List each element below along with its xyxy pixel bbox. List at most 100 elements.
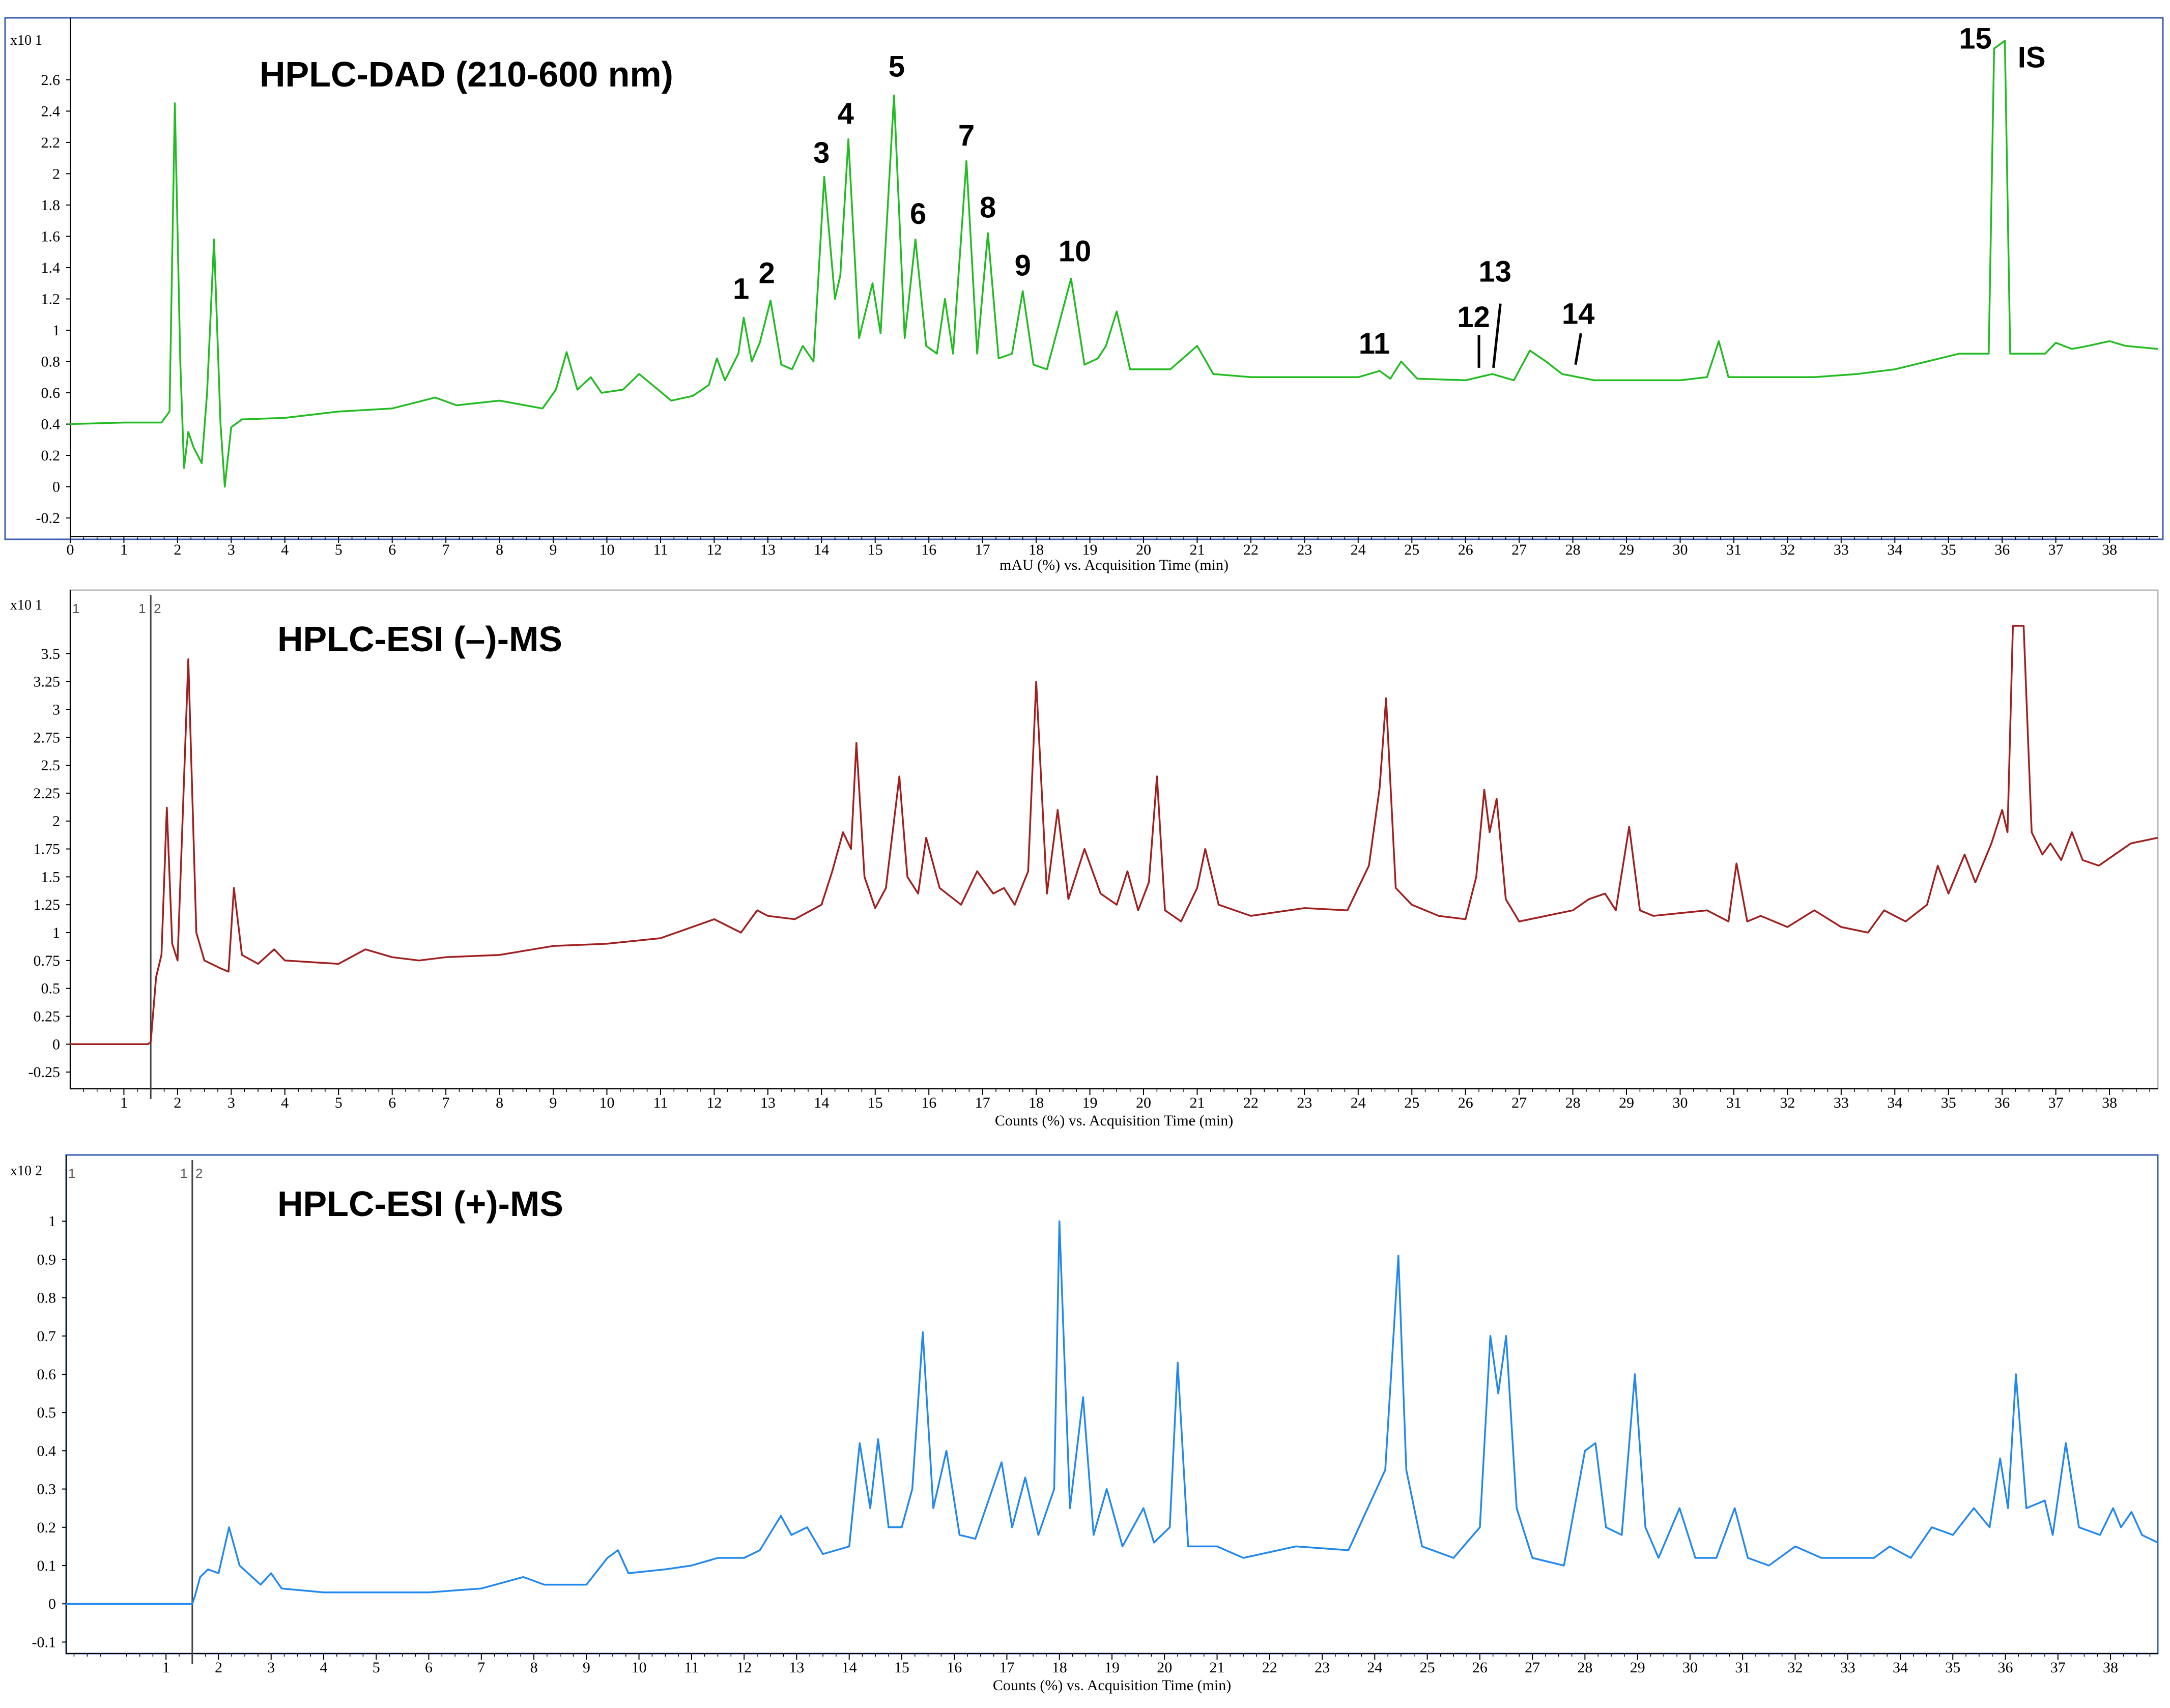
x-tick-label: 26 xyxy=(1458,541,1473,558)
chart-esi-positive: -0.100.10.20.30.40.50.60.70.80.911 2 3 4 5 6 7… xyxy=(10,1154,2159,1694)
x-tick-label: 4 xyxy=(281,1094,289,1111)
y-tick-label: 1.5 xyxy=(41,869,61,885)
chart-hplc-dad: -0.2 0 0.2 0.4 0.6 0.8 1 1.2 1.4 1.6 1.8 2 2.2 2.4 2.6… xyxy=(4,17,2164,573)
y-tick-label: 1 xyxy=(52,924,60,941)
x-tick-label: 32 xyxy=(1787,1659,1803,1676)
x-axis-label: Counts (%) vs. Acquisition Time (min) xyxy=(995,1112,1233,1129)
y-tick-label: 3 xyxy=(52,701,60,718)
x-tick-label: 19 xyxy=(1082,541,1098,558)
y-tick-label: 1.6 xyxy=(41,228,61,245)
y-tick-label: -0.25 xyxy=(28,1064,61,1081)
peak-label: 14 xyxy=(1562,298,1595,331)
y-tick-label: 0 xyxy=(52,479,60,496)
y-tick-label: 0.3 xyxy=(37,1481,56,1498)
x-tick-label: 28 xyxy=(1565,1094,1581,1111)
x-axis-label: Counts (%) vs. Acquisition Time (min) xyxy=(993,1677,1231,1694)
peak-label: IS xyxy=(2018,41,2046,74)
x-tick-label: 29 xyxy=(1619,1094,1634,1111)
x-tick-label: 2 xyxy=(174,541,181,558)
x-tick-label: 20 xyxy=(1157,1659,1172,1676)
x-tick-label: 19 xyxy=(1104,1659,1120,1676)
y-tick-label: 2.2 xyxy=(41,134,61,151)
y-tick-label: 0.4 xyxy=(41,416,61,433)
peak-label: 1 xyxy=(733,272,749,305)
x-tick-label: 23 xyxy=(1297,541,1312,558)
y-tick-label: 0.8 xyxy=(37,1290,56,1307)
x-tick-label: 17 xyxy=(999,1659,1014,1676)
peak-label: 10 xyxy=(1059,235,1092,268)
x-tick-label: 11 xyxy=(653,541,668,558)
x-axis-label: mAU (%) vs. Acquisition Time (min) xyxy=(1000,557,1229,573)
peak-label: 9 xyxy=(1015,249,1031,282)
x-tick-label: 13 xyxy=(789,1659,804,1676)
peak-label: 13 xyxy=(1478,255,1511,288)
peak-label: 15 xyxy=(1959,22,1992,55)
x-tick-label: 3 xyxy=(267,1659,275,1676)
x-tick-label: 18 xyxy=(1029,1094,1044,1111)
segment-marker-label: 1 xyxy=(138,601,146,616)
x-tick-label: 24 xyxy=(1351,1094,1366,1111)
y-tick-label: 2 xyxy=(52,813,60,830)
y-tick-label: 2.6 xyxy=(41,72,61,89)
y-tick-label: 1 xyxy=(52,322,60,339)
peak-label: 5 xyxy=(889,50,905,83)
x-tick-label: 2 xyxy=(215,1659,222,1676)
x-tick-label: 21 xyxy=(1210,1659,1225,1676)
peak-label: 6 xyxy=(910,197,926,230)
y-tick-label: 0 xyxy=(48,1596,56,1612)
plot-frame xyxy=(65,1154,2159,1655)
x-tick-label: 10 xyxy=(599,541,614,558)
x-tick-label: 4 xyxy=(320,1659,328,1676)
x-tick-label: 36 xyxy=(1994,1094,2010,1111)
x-tick-label: 26 xyxy=(1472,1659,1488,1676)
x-tick-label: 5 xyxy=(335,1094,342,1111)
peak-label: 11 xyxy=(1359,327,1390,360)
chart-panel-hplc-dad: -0.2 0 0.2 0.4 0.6 0.8 1 1.2 1.4 1.6 1.8 2 2.2 2.4 2.6… xyxy=(0,0,2170,580)
x-tick-label: 18 xyxy=(1052,1659,1067,1676)
x-tick-label: 1 xyxy=(120,541,128,558)
x-tick-label: 28 xyxy=(1565,541,1581,558)
x-tick-label: 10 xyxy=(599,1094,614,1111)
x-tick-label: 38 xyxy=(2103,1659,2118,1676)
x-tick-label: 32 xyxy=(1780,541,1795,558)
chart-panel-esi-positive: -0.1 0 0.1 0.2 0.3 0.4 0.5 0.6 0.7 0.8 0.9 1 1 2 3 4 5 6 7… xyxy=(0,1150,2170,1708)
y-tick-label: -0.2 xyxy=(36,510,61,527)
x-tick-label: 30 xyxy=(1682,1659,1698,1676)
x-tick-label: 0 xyxy=(67,541,74,558)
x-tick-label: 21 xyxy=(1189,1094,1205,1111)
x-tick-label: 13 xyxy=(760,541,776,558)
plot-frame xyxy=(69,589,2159,1090)
y-tick-label: 1.75 xyxy=(34,841,61,858)
x-tick-label: 4 xyxy=(281,541,289,558)
segment-marker-label: 1 xyxy=(180,1166,187,1181)
chart-panel-esi-negative: -0.25 0 0.25 0.5 0.75 1 1.25 1.5 1.75 2 2.25 2.5 2.7… xyxy=(0,585,2170,1150)
y-tick-label: 2.5 xyxy=(41,757,61,774)
x-tick-label: 30 xyxy=(1672,541,1688,558)
x-tick-label: 14 xyxy=(814,541,829,558)
x-tick-label: 22 xyxy=(1243,1094,1259,1111)
segment-marker-label: 2 xyxy=(195,1166,203,1181)
x-tick-label: 23 xyxy=(1315,1659,1330,1676)
x-tick-label: 29 xyxy=(1630,1659,1645,1676)
x-tick-label: 33 xyxy=(1834,541,1849,558)
x-tick-label: 7 xyxy=(442,1094,450,1111)
x-tick-label: 31 xyxy=(1726,541,1741,558)
segment-marker-label: 2 xyxy=(154,601,161,616)
y-tick-label: 1.4 xyxy=(41,259,61,276)
y-tick-label: 2.25 xyxy=(34,785,61,802)
y-tick-label: 3.25 xyxy=(34,674,61,690)
x-tick-label: 14 xyxy=(814,1094,829,1111)
y-tick-label: 0.7 xyxy=(37,1328,56,1345)
x-tick-label: 18 xyxy=(1029,541,1044,558)
x-tick-label: 26 xyxy=(1458,1094,1473,1111)
x-tick-label: 20 xyxy=(1136,1094,1151,1111)
chart-esi-negative: -0.25 0 0.25 0.5 0.75 1 1.25 1.5 1.75 2 2.25 2.5 2.7… xyxy=(10,589,2159,1129)
y-tick-label: 0.6 xyxy=(41,385,61,401)
y-scale-label: x10 1 xyxy=(10,597,42,613)
x-tick-label: 37 xyxy=(2050,1659,2066,1676)
x-tick-label: 1 xyxy=(120,1094,128,1111)
x-tick-label: 35 xyxy=(1941,541,1956,558)
x-tick-label: 7 xyxy=(477,1659,485,1676)
x-tick-label: 20 xyxy=(1136,541,1151,558)
x-tick-label: 5 xyxy=(335,541,342,558)
